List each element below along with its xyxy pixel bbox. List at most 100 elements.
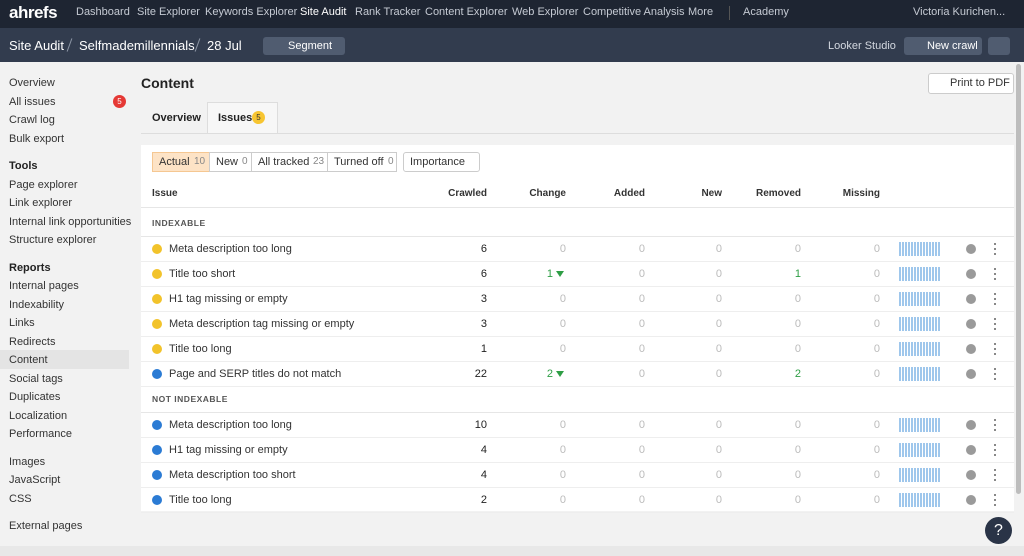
looker-link[interactable]: Looker Studio [828, 40, 896, 52]
nav-item[interactable]: Site Explorer [137, 6, 200, 18]
breadcrumb[interactable]: 28 Jul [207, 38, 242, 53]
help-icon[interactable] [966, 420, 976, 430]
sidebar-item[interactable]: Images [9, 455, 46, 468]
help-icon[interactable] [966, 344, 976, 354]
sidebar-item[interactable]: Structure explorer [9, 234, 97, 246]
sidebar-item[interactable]: Duplicates [9, 391, 61, 403]
sidebar-item[interactable]: Crawl log [9, 114, 55, 126]
filter-label[interactable]: Actual [159, 156, 190, 168]
cell-crawled[interactable]: 3 [480, 318, 487, 330]
nav-item[interactable]: Web Explorer [512, 6, 579, 18]
sidebar-item[interactable]: All issues [9, 95, 56, 108]
user-menu[interactable]: Victoria Kurichen... [913, 6, 1006, 18]
tab[interactable]: Overview [152, 112, 201, 124]
issue-name[interactable]: Page and SERP titles do not match [169, 368, 342, 380]
sidebar-item[interactable]: Page explorer [9, 178, 78, 191]
sidebar-item[interactable]: Internal link opportunities [9, 215, 132, 228]
issue-name[interactable]: H1 tag missing or empty [169, 444, 288, 456]
sidebar-item[interactable]: Localization [9, 409, 68, 422]
sidebar-item[interactable]: Bulk export [9, 132, 65, 145]
help-icon[interactable] [966, 470, 976, 480]
nav-item[interactable]: Competitive Analysis [583, 6, 685, 18]
sidebar-item[interactable]: External pages [9, 520, 83, 532]
nav-item[interactable]: More [688, 6, 714, 18]
logo[interactable]: ahrefs [9, 3, 58, 22]
sidebar-item[interactable]: Indexability [9, 298, 65, 311]
issue-name[interactable]: Meta description too short [169, 469, 296, 481]
cell-crawled[interactable]: 3 [480, 293, 487, 305]
cell-crawled[interactable]: 22 [474, 368, 487, 380]
academy-link[interactable]: Academy [743, 6, 789, 18]
filter-label[interactable]: New [216, 156, 239, 168]
cell-added: 0 [638, 444, 645, 456]
cell-crawled[interactable]: 6 [480, 268, 487, 280]
more-menu[interactable] [994, 318, 996, 330]
cell-crawled[interactable]: 6 [480, 243, 487, 255]
sidebar-item[interactable]: Overview [9, 77, 55, 89]
help-icon[interactable] [966, 269, 976, 279]
nav-item[interactable]: Keywords Explorer [205, 6, 298, 18]
breadcrumb[interactable]: Site Audit [9, 38, 64, 53]
segment-label[interactable]: Segment [288, 40, 333, 52]
nav-item[interactable]: Rank Tracker [355, 6, 421, 18]
issue-name[interactable]: Title too short [169, 268, 236, 280]
importance-dropdown[interactable] [403, 152, 480, 172]
sidebar-item[interactable]: Performance [9, 428, 72, 440]
sidebar-item[interactable]: Redirects [9, 335, 56, 348]
tab[interactable]: Issues [218, 112, 253, 124]
cell-crawled[interactable]: 4 [480, 469, 487, 481]
cell-crawled[interactable]: 4 [480, 444, 487, 456]
print-label[interactable]: Print to PDF [950, 77, 1010, 89]
cell-change: 0 [559, 469, 566, 481]
nav-item[interactable]: Content Explorer [425, 6, 508, 18]
nav-item[interactable]: Site Audit [300, 6, 347, 18]
issue-name[interactable]: Title too long [169, 343, 232, 355]
sidebar-item[interactable]: Internal pages [9, 280, 79, 292]
segment-button[interactable] [263, 37, 345, 55]
help-icon[interactable] [966, 244, 976, 254]
new-crawl-label[interactable]: New crawl [927, 40, 978, 52]
issue-name[interactable]: H1 tag missing or empty [169, 293, 288, 305]
help-icon[interactable] [966, 445, 976, 455]
cell-added: 0 [638, 318, 645, 330]
new-crawl-button[interactable] [904, 37, 982, 55]
more-menu[interactable] [994, 268, 996, 280]
more-menu[interactable] [994, 494, 996, 506]
more-menu[interactable] [994, 444, 996, 456]
importance-label[interactable]: Importance [410, 156, 466, 168]
sparkline [899, 493, 941, 507]
filter-label[interactable]: All tracked [258, 156, 310, 168]
more-menu[interactable] [994, 243, 996, 255]
sidebar-item[interactable]: Link explorer [9, 197, 72, 209]
help-icon[interactable] [966, 369, 976, 379]
more-menu[interactable] [994, 419, 996, 431]
issue-name[interactable]: Title too long [169, 494, 232, 506]
filter-label[interactable]: Turned off [334, 156, 384, 168]
cell-crawled[interactable]: 10 [474, 419, 487, 431]
help-icon[interactable] [966, 495, 976, 505]
more-menu[interactable] [994, 293, 996, 305]
breadcrumb[interactable]: Selfmademillennials [79, 38, 195, 53]
cell-added: 0 [638, 494, 645, 506]
sidebar-item[interactable]: Social tags [9, 372, 63, 385]
help-icon[interactable] [966, 319, 976, 329]
filter[interactable] [327, 152, 397, 172]
sidebar-item[interactable]: Content [9, 354, 48, 366]
more-menu[interactable] [994, 368, 996, 380]
help-button[interactable]: ? [985, 517, 1012, 544]
issue-name[interactable]: Meta description too long [169, 243, 292, 255]
print-button[interactable] [928, 73, 1014, 94]
nav-item[interactable]: Dashboard [76, 6, 130, 18]
cell-crawled[interactable]: 1 [480, 343, 487, 355]
sidebar-item[interactable]: Links [9, 317, 35, 329]
cell-crawled[interactable]: 2 [480, 494, 487, 506]
sidebar-item[interactable]: JavaScript [9, 474, 61, 486]
issue-name[interactable]: Meta description tag missing or empty [169, 318, 355, 330]
sidebar-item[interactable]: CSS [9, 492, 32, 505]
more-menu[interactable] [994, 343, 996, 355]
settings-button[interactable] [988, 37, 1010, 55]
page-title: Content [141, 75, 194, 91]
issue-name[interactable]: Meta description too long [169, 419, 292, 431]
more-menu[interactable] [994, 469, 996, 481]
help-icon[interactable] [966, 294, 976, 304]
